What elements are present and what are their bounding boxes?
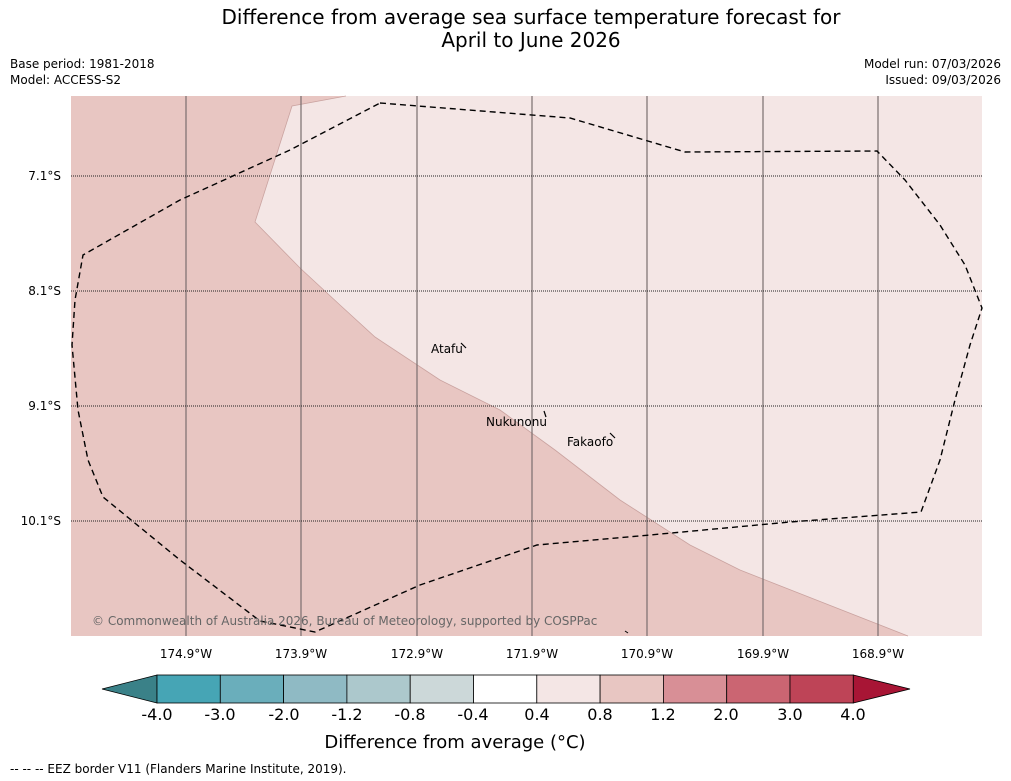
base-period: Base period: 1981-2018 bbox=[10, 57, 155, 71]
meta-left: Base period: 1981-2018 Model: ACCESS-S2 bbox=[10, 56, 155, 88]
cb-tick-label: -0.4 bbox=[457, 705, 489, 724]
colorbar-title: Difference from average (°C) bbox=[324, 732, 586, 753]
chart-title: Difference from average sea surface temp… bbox=[0, 6, 1011, 52]
nukunonu-marker bbox=[543, 410, 547, 418]
colorbar bbox=[101, 674, 911, 704]
eez-border bbox=[71, 102, 983, 633]
place-label-atafu: Atafu bbox=[431, 342, 463, 356]
atafu-marker bbox=[460, 342, 467, 349]
lon-label-173-9: 173.9°W bbox=[274, 647, 328, 661]
model-run: Model run: 07/03/2026 bbox=[863, 57, 1001, 71]
small-island-marker bbox=[624, 630, 629, 634]
colorbar-extend-high bbox=[852, 674, 911, 704]
copyright-notice: © Commonwealth of Australia 2026, Bureau… bbox=[92, 614, 598, 628]
colorbar-segment bbox=[409, 674, 474, 704]
title-line-1: Difference from average sea surface temp… bbox=[221, 5, 841, 29]
lat-label-9-1: 9.1°S bbox=[28, 399, 61, 413]
anomaly-region-mild bbox=[255, 96, 982, 636]
lon-label-170-9: 170.9°W bbox=[620, 647, 674, 661]
lon-label-174-9: 174.9°W bbox=[159, 647, 213, 661]
lat-label-10-1: 10.1°S bbox=[20, 514, 61, 528]
colorbar-extend-low bbox=[101, 674, 158, 704]
cb-tick-label: 4.0 bbox=[840, 705, 866, 724]
model-name: Model: ACCESS-S2 bbox=[10, 73, 122, 87]
eez-footnote: -- -- -- EEZ border V11 (Flanders Marine… bbox=[10, 762, 347, 776]
colorbar-segment bbox=[346, 674, 411, 704]
colorbar-segment bbox=[726, 674, 791, 704]
place-label-fakaofo: Fakaofo bbox=[567, 435, 614, 449]
colorbar-segment bbox=[536, 674, 601, 704]
lon-label-172-9: 172.9°W bbox=[390, 647, 444, 661]
colorbar-segment bbox=[219, 674, 285, 704]
cb-tick-label: -2.0 bbox=[268, 705, 300, 724]
colorbar-segment bbox=[473, 674, 538, 704]
cb-tick-label: 1.2 bbox=[650, 705, 676, 724]
region-boundary bbox=[254, 95, 909, 637]
longitude-grid bbox=[185, 96, 879, 636]
colorbar-segment bbox=[789, 674, 854, 704]
colorbar-segment bbox=[663, 674, 728, 704]
issued-date: Issued: 09/03/2026 bbox=[885, 73, 1001, 87]
meta-right: Model run: 07/03/2026 Issued: 09/03/2026 bbox=[864, 56, 1001, 88]
cb-tick-label: -4.0 bbox=[141, 705, 173, 724]
cb-tick-label: 0.8 bbox=[587, 705, 613, 724]
cb-tick-label: 3.0 bbox=[777, 705, 803, 724]
cb-tick-label: -1.2 bbox=[331, 705, 363, 724]
cb-tick-label: 0.4 bbox=[524, 705, 550, 724]
colorbar-segment bbox=[599, 674, 664, 704]
title-line-2: April to June 2026 bbox=[441, 28, 621, 52]
cb-tick-label: -0.8 bbox=[394, 705, 426, 724]
place-label-nukunonu: Nukunonu bbox=[486, 415, 547, 429]
lon-label-168-9: 168.9°W bbox=[851, 647, 905, 661]
cb-tick-label: -3.0 bbox=[204, 705, 236, 724]
fakaofo-marker bbox=[609, 432, 616, 439]
cb-tick-label: 2.0 bbox=[713, 705, 739, 724]
lat-label-8-1: 8.1°S bbox=[28, 284, 61, 298]
lon-label-169-9: 169.9°W bbox=[736, 647, 790, 661]
colorbar-segment bbox=[156, 674, 221, 704]
colorbar-segment bbox=[283, 674, 348, 704]
lat-label-7-1: 7.1°S bbox=[28, 169, 61, 183]
lon-label-171-9: 171.9°W bbox=[505, 647, 559, 661]
